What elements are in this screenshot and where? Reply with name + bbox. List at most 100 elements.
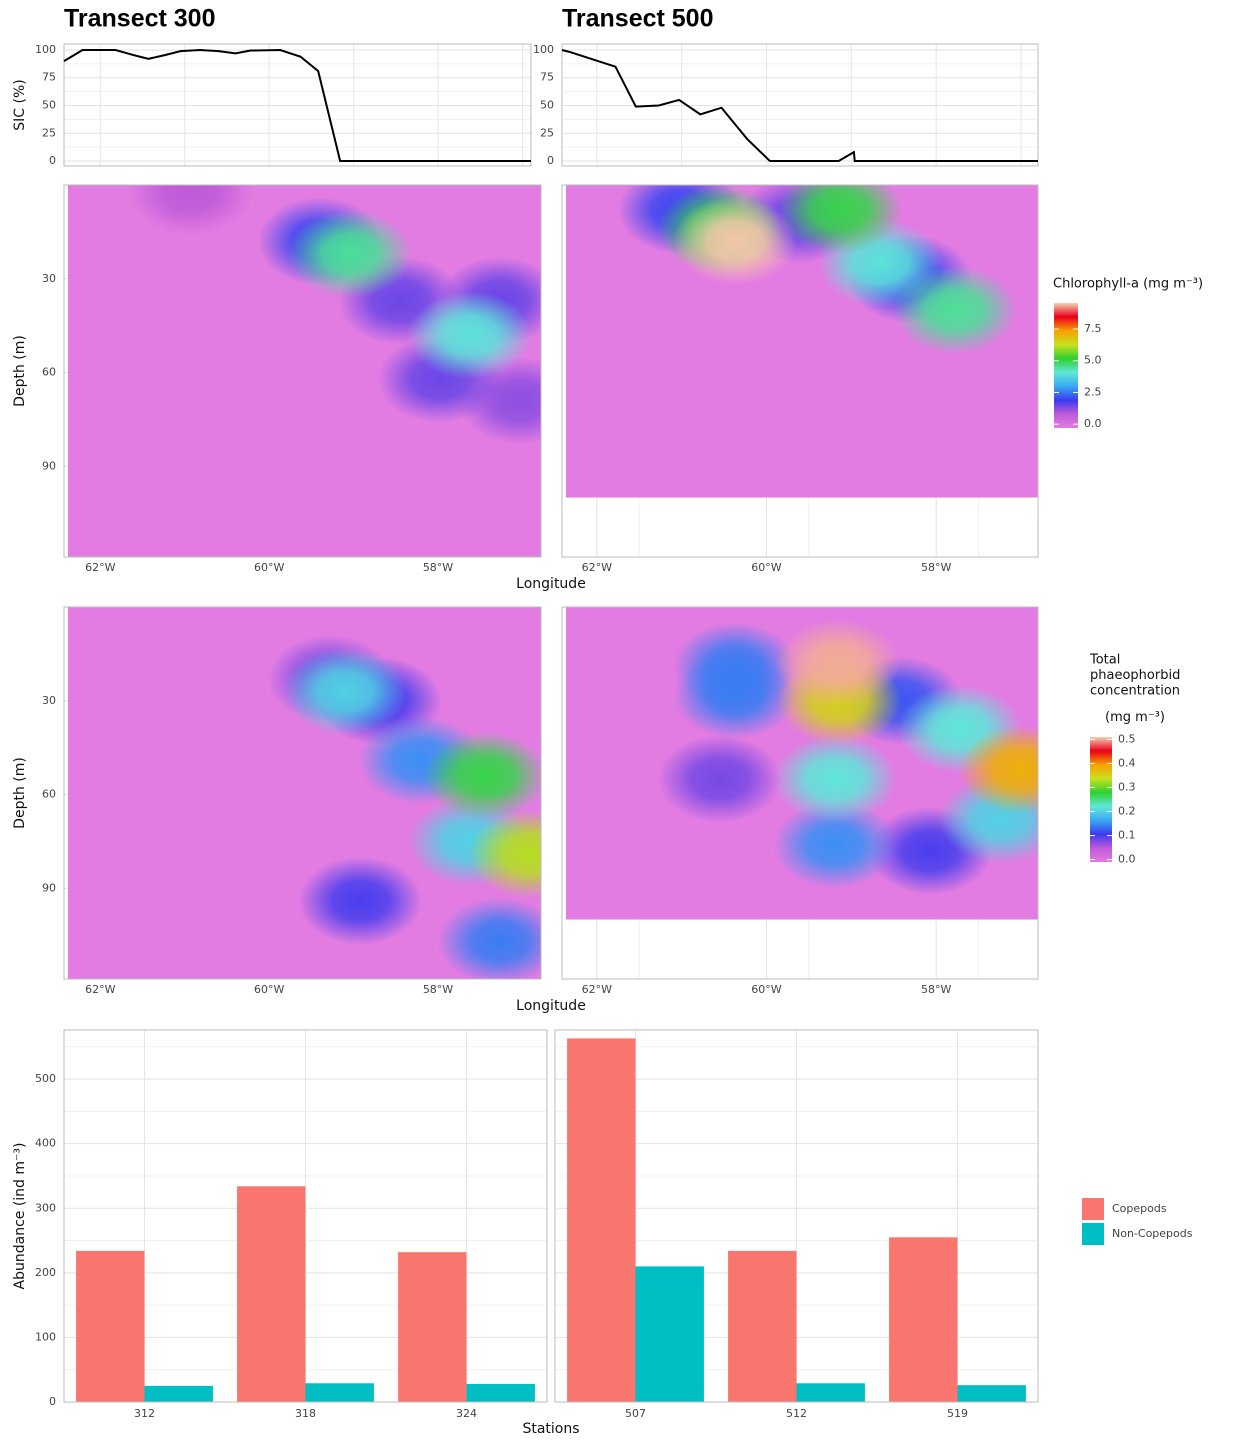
y-tick-label: 100: [533, 43, 554, 56]
colorbar-label: 0.5: [1118, 732, 1136, 745]
contour-blob: [408, 291, 533, 380]
legend-label: Copepods: [1112, 1202, 1167, 1215]
y-tick-label: 30: [42, 272, 56, 285]
panel-border: [561, 184, 1039, 558]
bar: [728, 1250, 797, 1402]
x-axis-label: Longitude: [516, 576, 586, 592]
legend-key: [1082, 1198, 1104, 1220]
colorbar-label: 0.0: [1118, 853, 1136, 866]
panel-border: [63, 1029, 548, 1403]
bar: [957, 1385, 1026, 1402]
colorbar-label: 0.3: [1118, 780, 1136, 793]
contour-blob: [468, 809, 541, 898]
y-tick-label: 60: [42, 366, 56, 379]
bar: [796, 1383, 865, 1402]
contour-blob: [778, 185, 903, 254]
panel-border: [561, 43, 1039, 167]
colorbar-label: 2.5: [1084, 385, 1102, 398]
y-tick-label: 0: [49, 1395, 56, 1408]
colorbar-label: 0.1: [1118, 829, 1136, 842]
x-tick-label: 62°W: [582, 983, 612, 996]
x-tick-label: 519: [947, 1407, 968, 1420]
y-tick-label: 100: [35, 1330, 56, 1343]
contour-blob: [657, 734, 782, 823]
colorbar-label: 0.0: [1084, 417, 1102, 430]
legend-label: Non-Copepods: [1112, 1227, 1193, 1240]
legend-title: Chlorophyll-a (mg m⁻³): [1053, 277, 1203, 292]
bar: [144, 1385, 213, 1402]
contour-field: [68, 607, 541, 979]
x-axis-label: Longitude: [516, 998, 586, 1014]
y-tick-label: 0: [49, 154, 56, 167]
y-tick-label: 90: [42, 881, 56, 894]
contour-blob: [283, 647, 408, 736]
legend-title: concentration: [1090, 684, 1180, 699]
bar: [635, 1266, 704, 1402]
y-tick-label: 25: [42, 126, 56, 139]
y-axis-label: SIC (%): [12, 79, 28, 130]
contour-field: [566, 185, 1038, 498]
contour-blob: [423, 731, 541, 820]
colorbar-label: 7.5: [1084, 322, 1102, 335]
legend-title: phaeophorbid: [1090, 668, 1180, 683]
y-tick-label: 500: [35, 1072, 56, 1085]
x-tick-label: 62°W: [85, 983, 115, 996]
y-axis-label: Abundance (ind m⁻³): [12, 1143, 28, 1290]
x-tick-label: 58°W: [921, 561, 951, 574]
x-tick-label: 60°W: [751, 561, 781, 574]
bar: [889, 1237, 958, 1402]
y-tick-label: 25: [540, 126, 554, 139]
bar: [398, 1252, 467, 1402]
x-tick-label: 507: [625, 1407, 646, 1420]
colorbar-label: 0.4: [1118, 756, 1136, 769]
panel-border: [63, 43, 532, 167]
x-tick-label: 62°W: [85, 561, 115, 574]
x-tick-label: 58°W: [423, 983, 453, 996]
colorbar-label: 0.2: [1118, 805, 1136, 818]
colorbar: [1054, 303, 1078, 428]
x-tick-label: 318: [295, 1407, 316, 1420]
y-tick-label: 60: [42, 788, 56, 801]
contour-blob: [773, 734, 898, 823]
y-tick-label: 50: [42, 98, 56, 111]
contour-field: [566, 607, 1038, 920]
y-tick-label: 400: [35, 1137, 56, 1150]
x-tick-label: 62°W: [582, 561, 612, 574]
y-axis-label: Depth (m): [12, 757, 28, 829]
panel-title: Transect 500: [562, 5, 714, 33]
panel-border: [63, 606, 542, 980]
bar: [237, 1186, 306, 1402]
y-tick-label: 75: [42, 71, 56, 84]
panel-border: [561, 606, 1039, 980]
contour-blob: [288, 209, 413, 298]
panel-title: Transect 300: [64, 5, 216, 33]
y-axis-label: Depth (m): [12, 335, 28, 407]
y-tick-label: 100: [35, 43, 56, 56]
contour-blob: [673, 650, 798, 739]
panel-border: [63, 184, 542, 558]
x-tick-label: 312: [134, 1407, 155, 1420]
x-tick-label: 58°W: [921, 983, 951, 996]
x-tick-label: 60°W: [254, 983, 284, 996]
x-axis-label: Stations: [522, 1421, 579, 1437]
contour-blob: [892, 266, 1017, 355]
y-tick-label: 50: [540, 98, 554, 111]
y-tick-label: 0: [547, 154, 554, 167]
y-tick-label: 90: [42, 459, 56, 472]
x-tick-label: 60°W: [751, 983, 781, 996]
contour-blob: [437, 897, 541, 979]
contour-blob: [298, 856, 423, 945]
contour-blob: [773, 800, 898, 889]
bar: [466, 1383, 535, 1402]
sic-line: [63, 48, 531, 163]
y-tick-label: 75: [540, 71, 554, 84]
bar: [305, 1383, 374, 1402]
colorbar: [1090, 737, 1112, 862]
legend-title: (mg m⁻³): [1105, 710, 1165, 725]
y-tick-label: 300: [35, 1201, 56, 1214]
x-tick-label: 324: [456, 1407, 477, 1420]
colorbar-label: 5.0: [1084, 354, 1102, 367]
contour-blob: [128, 185, 253, 236]
bar: [567, 1038, 636, 1402]
